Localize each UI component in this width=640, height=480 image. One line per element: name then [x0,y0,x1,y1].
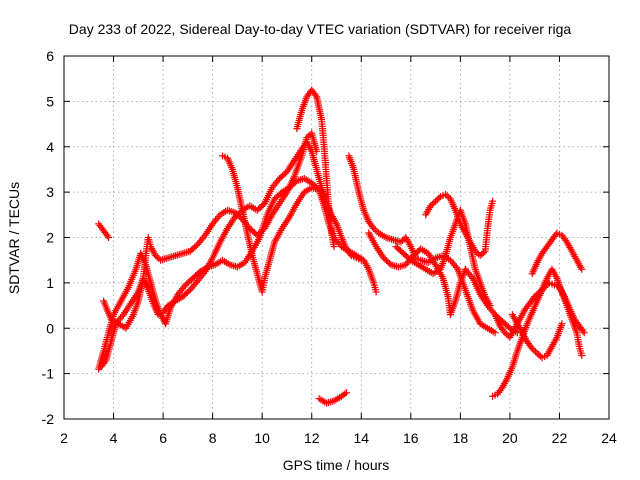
data-point [528,345,536,353]
data-point [486,302,494,310]
data-point [313,147,321,155]
data-point [371,226,379,234]
data-point [311,91,319,99]
chart-title: Day 233 of 2022, Sidereal Day-to-day VTE… [69,21,572,37]
series-trace-e [219,152,333,296]
x-tick-label: 8 [209,430,217,446]
series-trace-g [315,389,350,407]
data-point [304,132,312,140]
y-tick-label: 5 [46,93,54,109]
y-axis-label: SDTVAR / TECUs [6,182,22,294]
series-trace-j [422,190,497,260]
data-point [536,288,544,296]
data-point [192,242,200,250]
data-point [430,199,438,207]
y-tick-label: 6 [46,48,54,64]
x-tick-label: 12 [304,430,320,446]
x-axis-label: GPS time / hours [283,457,390,473]
y-axis: -2 -1 0 1 2 3 4 5 6 [42,48,609,427]
data-point [501,329,509,337]
data-point [541,283,549,291]
x-tick-label: 2 [60,430,68,446]
data-point [479,249,487,257]
x-tick-label: 24 [601,430,617,446]
data-point [533,349,541,357]
series-trace-k [392,206,494,310]
x-tick-label: 14 [353,430,369,446]
data-point [489,197,497,205]
series-trace-m [491,279,588,341]
series-trace-b [95,175,380,373]
y-tick-label: 4 [46,139,54,155]
data-point [539,285,547,293]
data-point [105,234,113,241]
data-point [435,194,443,202]
x-tick-label: 10 [254,430,270,446]
data-point [535,351,543,359]
data-point [373,227,381,235]
y-tick-label: 2 [46,230,54,246]
data-point [530,346,538,354]
y-tick-label: 3 [46,184,54,200]
data-point [428,200,436,208]
data-point [346,250,354,258]
data-point [101,358,109,366]
data-point [531,292,539,300]
data-point [537,286,545,294]
series-trace-n [508,311,566,362]
series-trace-i [365,229,521,337]
data-point [342,389,350,397]
data-point [399,237,407,245]
data-point [370,224,378,232]
data-point [185,287,193,295]
data-point [153,253,161,261]
x-axis: 2 4 6 8 10 12 14 16 18 20 22 24 [60,56,617,446]
data-point [503,330,511,338]
data-point [578,351,586,359]
data-point [497,385,505,393]
data-point [357,256,365,264]
data-point [534,289,542,297]
x-tick-label: 22 [552,430,568,446]
data-point [578,265,586,273]
series-trace-a [95,220,113,241]
data-point [532,348,540,356]
data-point [432,197,440,205]
x-tick-label: 16 [403,430,419,446]
x-tick-label: 18 [453,430,469,446]
y-tick-label: 1 [46,275,54,291]
series-trace-h [345,152,499,337]
data-point [341,390,349,398]
data-point [562,236,570,244]
data-point [397,238,405,246]
data-point [542,282,550,290]
data-point [330,243,338,251]
data-point [476,252,484,260]
data-point [103,232,111,240]
data-point [152,252,160,260]
y-tick-label: -1 [42,366,55,382]
data-point [579,327,587,335]
data-point [580,329,588,337]
data-point [442,190,449,198]
x-tick-label: 4 [110,430,118,446]
data-point [372,288,380,296]
y-tick-label: 0 [46,320,54,336]
y-tick-label: -2 [42,411,55,427]
data-point [478,250,486,258]
data-point [532,291,540,299]
data-point [558,320,566,328]
data-marks [95,86,588,407]
data-point [303,134,311,142]
data-point [427,202,435,210]
data-point [491,329,499,337]
series-trace-f [293,86,338,251]
data-point [443,192,451,200]
x-tick-label: 6 [159,430,167,446]
x-tick-label: 20 [502,430,518,446]
series-trace-o [528,229,586,278]
data-point [433,196,441,204]
series-trace-d [100,129,321,332]
